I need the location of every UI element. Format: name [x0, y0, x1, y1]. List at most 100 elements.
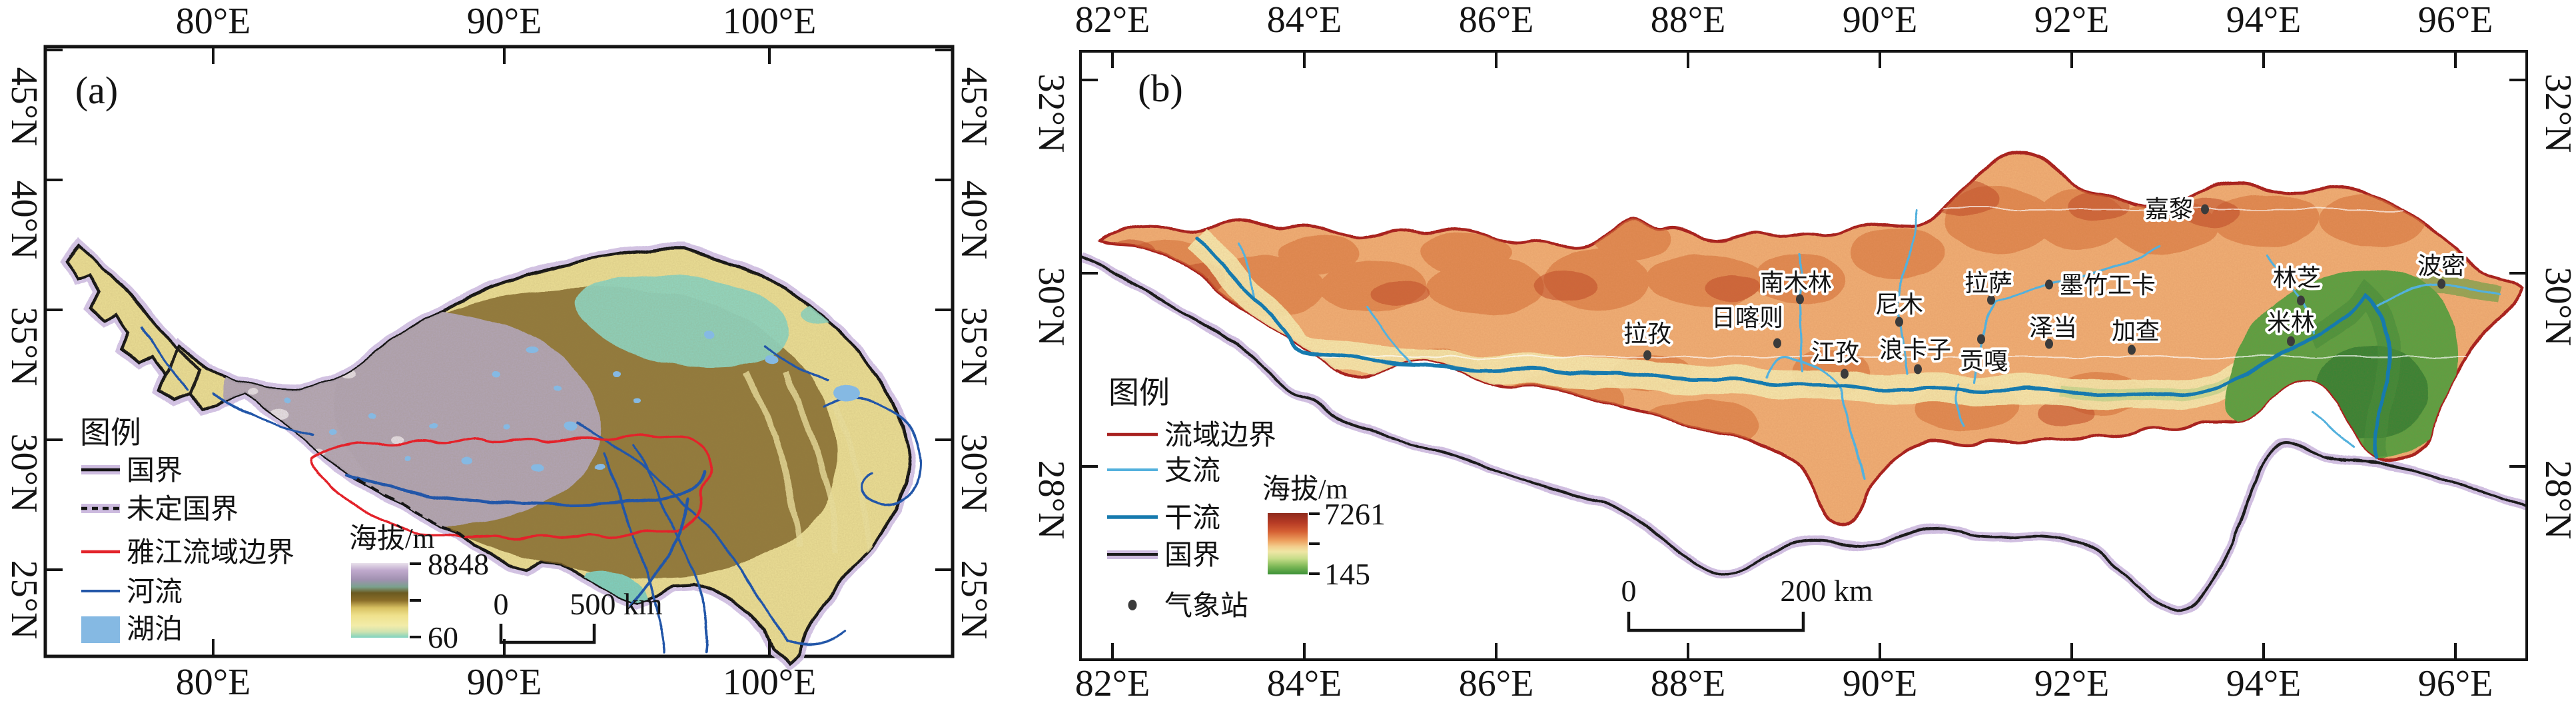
scalebar-bracket [499, 624, 596, 644]
lon-label: 82°E [1075, 0, 1150, 41]
station-marker: 泽当 [2026, 312, 2080, 349]
lon-label: 80°E [176, 662, 251, 703]
station-marker: 尼木 [1873, 289, 1926, 327]
legend-label: 国界 [127, 456, 183, 486]
colorbar-max: 7261 [1324, 497, 1386, 531]
lon-label: 86°E [1459, 663, 1534, 703]
panel-b-ticks [1082, 53, 2525, 658]
colorbar-min: 145 [1324, 557, 1370, 591]
legend-item-national-boundary: 国界 [1107, 540, 1220, 571]
lon-label: 80°E [176, 1, 251, 42]
lowland-patch [903, 497, 909, 542]
elevation-colorbar [1268, 513, 1308, 574]
lon-label: 92°E [2034, 663, 2110, 703]
lat-label: 30°N [1031, 267, 1072, 347]
panel-a-colorbar: 海拔/m 8848 60 [349, 524, 489, 654]
scalebar-bracket [1627, 612, 1805, 632]
lat-label: 25°N [3, 560, 45, 640]
station-marker: 墨竹工卡 [2045, 269, 2158, 301]
legend-title: 图例 [80, 416, 141, 450]
legend-label: 湖泊 [127, 614, 183, 645]
lat-label: 45°N [3, 67, 45, 147]
station-marker: 嘉黎 [2142, 193, 2209, 225]
station-marker: 林芝 [2270, 262, 2324, 306]
lon-label: 92°E [2034, 0, 2110, 41]
lon-label: 88°E [1651, 663, 1726, 703]
lon-label: 100°E [723, 662, 817, 703]
station-marker: 加查 [2109, 315, 2162, 355]
station-marker: 拉萨 [1962, 267, 2015, 305]
legend-title: 图例 [1108, 376, 1170, 410]
legend-label: 干流 [1164, 503, 1220, 534]
colorbar-max: 8848 [428, 547, 489, 581]
lat-label: 30°N [2537, 267, 2576, 347]
colorbar-title: 海拔/m [349, 524, 435, 554]
lon-label: 96°E [2418, 663, 2493, 703]
undefined-national-boundary-line [2324, 455, 2382, 466]
station-label: 拉萨 [1964, 270, 2012, 297]
legend-item-weather-station: 气象站 [1128, 591, 1248, 622]
legend-label: 未定国界 [127, 494, 238, 525]
station-label: 林芝 [2273, 265, 2321, 291]
lat-label: 25°N [953, 560, 995, 640]
colorbar-ticks [410, 562, 421, 638]
station-label: 加查 [2112, 318, 2160, 345]
panel-b: 拉孜 日喀则 南木林 尼木 拉萨 墨竹工卡 嘉黎 江孜 浪卡子 贡嘎 泽当 加查… [1031, 0, 2576, 703]
lon-label: 90°E [1843, 663, 1918, 703]
legend-label: 支流 [1164, 456, 1220, 486]
legend-item-main-stream: 干流 [1107, 503, 1220, 534]
lat-label: 28°N [2537, 460, 2576, 540]
panel-a-legend: 图例 国界 未定国界 雅江流域边界 河流 湖泊 [80, 416, 294, 645]
lake-swatch [81, 616, 120, 643]
rivers [141, 327, 921, 653]
station-label: 贡嘎 [1960, 348, 2008, 374]
legend-label: 流域边界 [1164, 420, 1276, 451]
station-marker: 浪卡子 [1877, 334, 1954, 374]
lat-label: 28°N [1031, 460, 1072, 540]
legend-item-lake: 湖泊 [81, 614, 183, 645]
national-boundary [1082, 252, 2525, 616]
lat-label: 35°N [3, 307, 45, 386]
scalebar-zero: 0 [494, 587, 509, 621]
station-label: 日喀则 [1711, 305, 1783, 331]
national-boundary-line [1082, 255, 2525, 612]
lon-label: 84°E [1267, 0, 1342, 41]
lon-label: 96°E [2418, 0, 2493, 41]
elevation-colorbar [351, 563, 408, 638]
station-marker: 拉孜 [1621, 318, 1674, 360]
lon-label: 90°E [467, 1, 542, 42]
undefined-national-boundary-line [356, 478, 493, 556]
panel-a-label: (a) [75, 69, 118, 112]
legend-label: 雅江流域边界 [127, 538, 294, 568]
lon-label: 90°E [1843, 0, 1918, 41]
lat-label: 32°N [1031, 74, 1072, 153]
yarlung-basin-boundary-line [309, 433, 713, 540]
panel-a-ticks [47, 48, 951, 655]
panel-b-legend: 图例 流域边界 支流 干流 国界 气象站 [1107, 376, 1276, 622]
legend-label: 河流 [127, 577, 183, 608]
lon-label: 94°E [2226, 663, 2302, 703]
lat-label: 30°N [3, 434, 45, 513]
legend-label: 国界 [1164, 540, 1220, 571]
station-label: 波密 [2417, 253, 2465, 279]
legend-item-undefined-boundary: 未定国界 [81, 494, 238, 525]
panel-b-colorbar: 海拔/m 7261 145 [1262, 474, 1386, 591]
scalebar-distance: 500 km [570, 587, 663, 621]
legend-item-basin-boundary: 流域边界 [1107, 420, 1276, 451]
panel-b-frame [1079, 50, 2528, 661]
station-label: 米林 [2267, 309, 2315, 336]
station-label: 江孜 [1811, 339, 1859, 366]
lat-label: 32°N [2537, 74, 2576, 153]
station-marker: 日喀则 [1709, 302, 1786, 349]
lon-label: 86°E [1459, 0, 1534, 41]
panel-b-label: (b) [1138, 67, 1183, 110]
lat-label: 40°N [953, 181, 995, 260]
weather-stations: 拉孜 日喀则 南木林 尼木 拉萨 墨竹工卡 嘉黎 江孜 浪卡子 贡嘎 泽当 加查… [1621, 193, 2468, 379]
station-label: 尼木 [1875, 291, 1923, 318]
station-marker: 波密 [2415, 250, 2468, 289]
station-label: 嘉黎 [2145, 196, 2193, 223]
colorbar-min: 60 [428, 620, 458, 654]
lon-label: 82°E [1075, 663, 1150, 703]
boundary-halo-swatch [81, 504, 120, 513]
